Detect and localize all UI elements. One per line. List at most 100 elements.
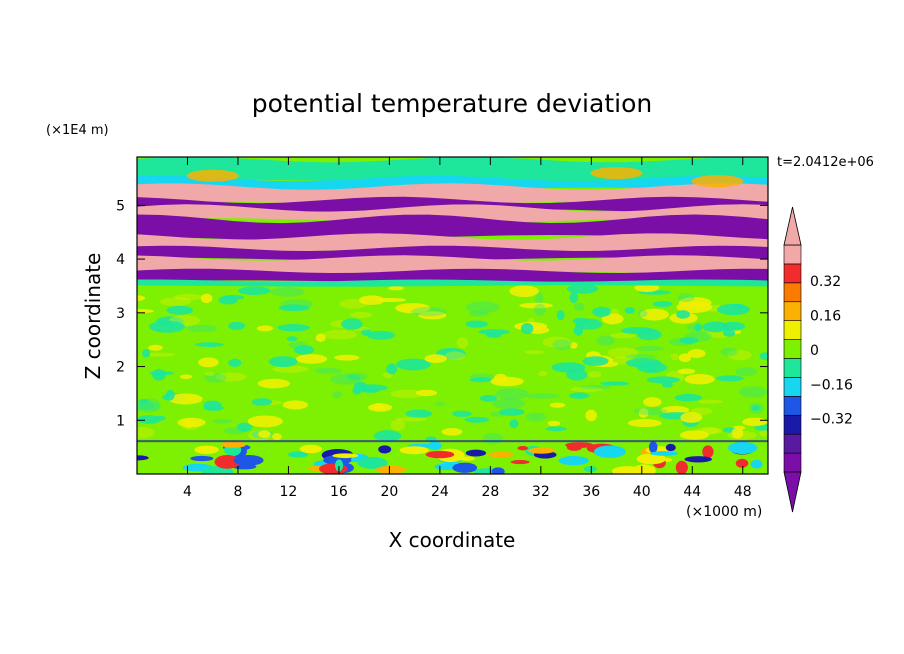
noise-blob <box>509 285 539 298</box>
noise-blob <box>549 402 566 408</box>
surface-blob <box>517 445 529 451</box>
noise-blob <box>552 339 572 351</box>
colorbar-swatch <box>783 282 802 303</box>
x-tick-label: 4 <box>183 484 192 500</box>
noise-blob <box>556 310 565 321</box>
noise-blob <box>633 407 668 416</box>
surface-blob <box>583 466 597 473</box>
x-tick-label: 12 <box>280 484 298 500</box>
noise-blob <box>184 419 194 429</box>
noise-blob <box>411 307 447 317</box>
noise-blob <box>534 292 544 304</box>
y-tick-label: 3 <box>116 306 125 322</box>
noise-blob <box>272 433 282 441</box>
surface-blob <box>194 445 219 455</box>
noise-blob <box>282 400 309 410</box>
noise-blob <box>278 304 310 312</box>
noise-blob <box>573 302 585 311</box>
x-axis-label: X coordinate <box>389 528 516 552</box>
noise-blob <box>751 405 760 411</box>
noise-blob <box>280 299 314 309</box>
noise-blob <box>137 295 146 301</box>
noise-blob <box>358 295 385 306</box>
noise-blob <box>625 358 662 368</box>
noise-blob <box>258 430 271 439</box>
stripe-purple <box>137 214 768 241</box>
surface-blob <box>137 455 149 461</box>
y-tick-label: 5 <box>116 198 125 214</box>
stripe-pink <box>137 233 768 253</box>
x-tick-label: 44 <box>683 484 701 500</box>
noise-blob <box>715 375 744 382</box>
noise-blob <box>670 353 679 361</box>
noise-blob <box>139 398 161 411</box>
noise-blob <box>142 349 151 358</box>
noise-blob <box>570 386 603 393</box>
noise-blob <box>538 370 548 377</box>
noise-blob <box>137 401 162 413</box>
noise-blob <box>749 402 765 414</box>
surface-blob <box>233 454 264 466</box>
noise-blob <box>464 416 490 423</box>
surface-top-line <box>137 440 768 443</box>
noise-blob <box>676 310 691 319</box>
noise-blob <box>215 372 247 382</box>
x-tick-label: 20 <box>380 484 398 500</box>
surface-blob <box>425 450 455 459</box>
noise-blob <box>204 372 227 383</box>
noise-blob <box>495 388 529 400</box>
noise-blob <box>585 409 597 422</box>
surface-blob <box>702 445 714 459</box>
colorbar-tick-label: 0.16 <box>810 309 841 325</box>
stripe-pink <box>137 255 768 275</box>
noise-blob <box>203 400 222 410</box>
surface-blob <box>214 454 240 469</box>
noise-blob <box>759 352 768 361</box>
surface-blob <box>528 447 556 454</box>
x-tick-label: 40 <box>633 484 651 500</box>
noise-blob <box>396 358 431 371</box>
noise-blob <box>520 323 534 335</box>
stripe-pink <box>137 183 768 205</box>
noise-blob <box>727 350 752 361</box>
noise-blob <box>573 325 584 336</box>
noise-blob <box>237 286 271 295</box>
noise-blob <box>334 354 360 361</box>
noise-blob <box>759 430 768 437</box>
noise-blob <box>465 320 488 328</box>
noise-blob <box>186 324 218 333</box>
noise-blob <box>533 303 546 316</box>
noise-blob <box>425 436 437 442</box>
noise-blob <box>137 308 155 314</box>
noise-blob <box>674 393 702 402</box>
contour-field <box>137 157 768 474</box>
noise-blob <box>424 354 447 363</box>
colorbar-swatch <box>783 433 802 454</box>
noise-blob <box>395 302 431 314</box>
noise-blob <box>272 365 309 373</box>
noise-blob <box>165 389 175 401</box>
noise-blob <box>228 321 246 331</box>
noise-blob <box>465 301 500 313</box>
noise-blob <box>684 331 713 342</box>
surface-blob <box>665 443 676 452</box>
colorbar-top-arrow <box>783 206 802 246</box>
noise-blob <box>679 337 699 344</box>
surface-blob <box>510 459 530 465</box>
plot-frame <box>136 156 769 475</box>
noise-blob <box>587 371 602 378</box>
colorbar-swatch <box>783 414 802 435</box>
noise-blob <box>542 336 571 348</box>
noise-blob <box>286 336 298 342</box>
noise-blob <box>294 345 314 355</box>
surface-blob <box>332 453 359 459</box>
colorbar-swatch <box>783 396 802 416</box>
stripe-purple <box>137 245 768 261</box>
noise-blob <box>575 318 603 330</box>
noise-blob <box>277 324 310 332</box>
noise-blob <box>314 367 343 374</box>
noise-blob <box>716 303 750 316</box>
surface-blob <box>649 451 679 456</box>
noise-blob <box>418 311 447 320</box>
surface-blob <box>465 449 487 457</box>
